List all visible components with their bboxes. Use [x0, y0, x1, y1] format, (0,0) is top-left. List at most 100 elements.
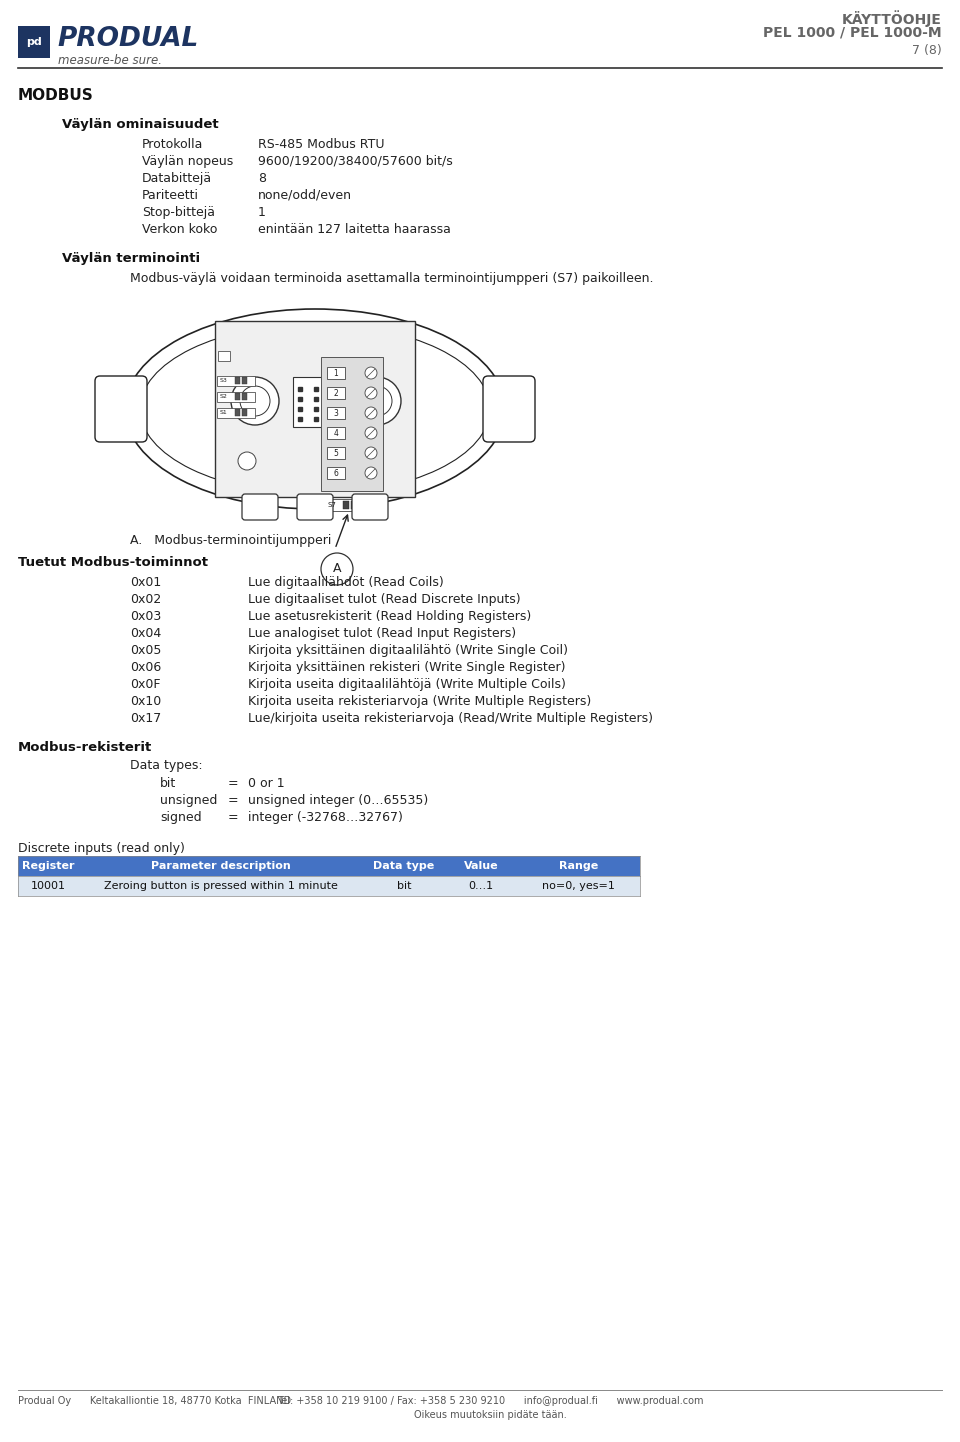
Circle shape	[365, 467, 377, 479]
Text: Kirjoita useita rekisteriarvoja (Write Multiple Registers): Kirjoita useita rekisteriarvoja (Write M…	[248, 695, 591, 708]
Circle shape	[365, 407, 377, 420]
Text: 4: 4	[333, 428, 339, 437]
Text: none/odd/even: none/odd/even	[258, 189, 352, 202]
Text: KÄYTTÖOHJE: KÄYTTÖOHJE	[842, 10, 942, 27]
FancyBboxPatch shape	[351, 500, 357, 509]
FancyBboxPatch shape	[218, 350, 230, 360]
Circle shape	[365, 447, 377, 459]
Text: S3: S3	[220, 378, 228, 384]
Text: unsigned integer (0…65535): unsigned integer (0…65535)	[248, 795, 428, 808]
FancyBboxPatch shape	[327, 447, 345, 459]
Text: Lue asetusrekisterit (Read Holding Registers): Lue asetusrekisterit (Read Holding Regis…	[248, 610, 531, 623]
Text: Lue digitaaliset tulot (Read Discrete Inputs): Lue digitaaliset tulot (Read Discrete In…	[248, 593, 520, 606]
Text: Tuetut Modbus-toiminnot: Tuetut Modbus-toiminnot	[18, 557, 208, 570]
Text: Pariteetti: Pariteetti	[142, 189, 199, 202]
Circle shape	[321, 552, 353, 585]
Text: Data type: Data type	[373, 861, 435, 871]
Text: 0x05: 0x05	[130, 645, 161, 658]
Text: signed: signed	[160, 810, 202, 823]
Text: Produal Oy      Keltakalliontie 18, 48770 Kotka  FINLAND: Produal Oy Keltakalliontie 18, 48770 Kot…	[18, 1396, 291, 1406]
Text: 0x17: 0x17	[130, 712, 161, 725]
Text: A: A	[333, 562, 341, 575]
Text: S1: S1	[220, 411, 228, 415]
Text: 0…1: 0…1	[468, 881, 493, 891]
Text: integer (-32768…32767): integer (-32768…32767)	[248, 810, 403, 823]
Circle shape	[353, 376, 401, 425]
FancyBboxPatch shape	[293, 376, 323, 427]
Text: S2: S2	[220, 395, 228, 399]
Text: Kirjoita yksittäinen digitaalilähtö (Write Single Coil): Kirjoita yksittäinen digitaalilähtö (Wri…	[248, 645, 568, 658]
Text: RS-485 Modbus RTU: RS-485 Modbus RTU	[258, 138, 385, 151]
Text: A.   Modbus-terminointijumpperi: A. Modbus-terminointijumpperi	[130, 534, 331, 547]
Text: Lue digitaalilähdöt (Read Coils): Lue digitaalilähdöt (Read Coils)	[248, 575, 444, 588]
FancyBboxPatch shape	[18, 857, 640, 875]
FancyBboxPatch shape	[18, 26, 50, 58]
Text: Register: Register	[22, 861, 74, 871]
Text: Databittejä: Databittejä	[142, 172, 212, 185]
Text: Verkon koko: Verkon koko	[142, 224, 217, 236]
FancyBboxPatch shape	[327, 407, 345, 420]
Circle shape	[238, 451, 256, 470]
Text: 10001: 10001	[31, 881, 65, 891]
Text: Väylän terminointi: Väylän terminointi	[62, 252, 200, 265]
Text: pd: pd	[26, 37, 42, 48]
FancyBboxPatch shape	[242, 410, 247, 415]
Text: Väylän nopeus: Väylän nopeus	[142, 154, 233, 169]
Ellipse shape	[125, 309, 505, 509]
Text: Modbus-rekisterit: Modbus-rekisterit	[18, 741, 153, 754]
Text: enintään 127 laitetta haarassa: enintään 127 laitetta haarassa	[258, 224, 451, 236]
Text: =: =	[228, 810, 239, 823]
Text: 7 (8): 7 (8)	[912, 45, 942, 58]
FancyBboxPatch shape	[242, 376, 247, 384]
Text: Oikeus muutoksiin pidäte tään.: Oikeus muutoksiin pidäte tään.	[414, 1410, 566, 1420]
Text: bit: bit	[396, 881, 411, 891]
Text: Väylän ominaisuudet: Väylän ominaisuudet	[62, 118, 219, 131]
FancyBboxPatch shape	[325, 499, 363, 510]
Text: Parameter description: Parameter description	[151, 861, 290, 871]
FancyBboxPatch shape	[235, 410, 240, 415]
Text: Kirjoita useita digitaalilähtöjä (Write Multiple Coils): Kirjoita useita digitaalilähtöjä (Write …	[248, 678, 565, 691]
Text: 0x04: 0x04	[130, 627, 161, 640]
FancyBboxPatch shape	[327, 368, 345, 379]
FancyBboxPatch shape	[217, 392, 255, 402]
Text: 8: 8	[258, 172, 266, 185]
Text: 6: 6	[333, 469, 339, 477]
Text: Data types:: Data types:	[130, 758, 203, 771]
Text: 9600/19200/38400/57600 bit/s: 9600/19200/38400/57600 bit/s	[258, 154, 453, 169]
Text: no=0, yes=1: no=0, yes=1	[542, 881, 615, 891]
Text: 0x02: 0x02	[130, 593, 161, 606]
FancyBboxPatch shape	[242, 495, 278, 521]
Circle shape	[362, 386, 392, 415]
Circle shape	[365, 427, 377, 438]
Text: MODBUS: MODBUS	[18, 88, 94, 102]
Text: Range: Range	[559, 861, 598, 871]
FancyBboxPatch shape	[95, 376, 147, 443]
FancyBboxPatch shape	[18, 875, 640, 895]
FancyBboxPatch shape	[217, 408, 255, 418]
Text: 2: 2	[334, 388, 338, 398]
Text: Discrete inputs (read only): Discrete inputs (read only)	[18, 842, 185, 855]
FancyBboxPatch shape	[327, 386, 345, 399]
Text: =: =	[228, 795, 239, 808]
FancyBboxPatch shape	[215, 322, 415, 497]
Text: Zeroing button is pressed within 1 minute: Zeroing button is pressed within 1 minut…	[104, 881, 337, 891]
Text: Modbus-väylä voidaan terminoida asettamalla terminointijumpperi (S7) paikoilleen: Modbus-väylä voidaan terminoida asettama…	[130, 273, 654, 286]
Text: 0x03: 0x03	[130, 610, 161, 623]
FancyBboxPatch shape	[327, 427, 345, 438]
Text: 0x01: 0x01	[130, 575, 161, 588]
Text: S7: S7	[328, 502, 337, 508]
Text: 0x0F: 0x0F	[130, 678, 160, 691]
Text: unsigned: unsigned	[160, 795, 217, 808]
Circle shape	[365, 368, 377, 379]
Circle shape	[231, 376, 279, 425]
Text: measure-be sure.: measure-be sure.	[58, 53, 162, 66]
FancyBboxPatch shape	[242, 394, 247, 399]
Text: PRODUAL: PRODUAL	[57, 26, 199, 52]
Text: Kirjoita yksittäinen rekisteri (Write Single Register): Kirjoita yksittäinen rekisteri (Write Si…	[248, 660, 565, 673]
FancyBboxPatch shape	[352, 495, 388, 521]
Text: Protokolla: Protokolla	[142, 138, 204, 151]
FancyBboxPatch shape	[343, 500, 349, 509]
Text: 1: 1	[334, 369, 338, 378]
FancyBboxPatch shape	[217, 376, 255, 386]
Text: 0 or 1: 0 or 1	[248, 777, 284, 790]
